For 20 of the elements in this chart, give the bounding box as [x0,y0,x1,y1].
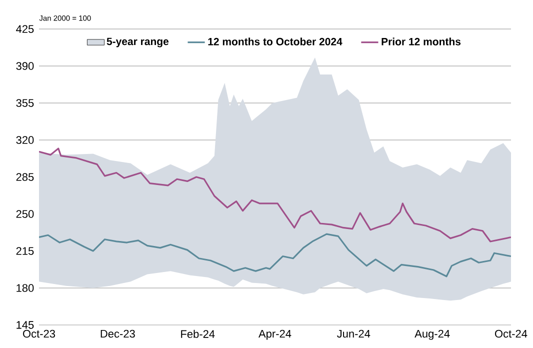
x-tick-label: Oct-23 [23,330,56,338]
y-tick-label: 250 [16,210,34,218]
x-tick-label: Aug-24 [414,330,450,340]
x-tick-label: Oct-24 [495,330,528,338]
line-series [39,233,511,278]
x-tick-label: Apr-24 [258,330,292,340]
legend-label: Prior 12 months [382,38,461,46]
x-tick-label: Feb-24 [181,330,215,338]
y-tick-label: 180 [16,284,34,292]
y-tick-label: 425 [16,25,34,33]
legend-label: 12 months to October 2024 [208,38,342,46]
x-tick-label: Jun-24 [337,330,370,338]
x-tick-label: Dec-23 [100,330,135,338]
y-tick-label: 145 [16,321,34,329]
y-tick-label: 320 [16,136,34,144]
y-tick-label: 215 [16,247,34,255]
legend-label: 5-year range [106,38,169,48]
y-tick-label: 285 [16,173,34,181]
y-tick-label: 390 [16,62,34,70]
y-tick-label: 355 [16,99,34,107]
